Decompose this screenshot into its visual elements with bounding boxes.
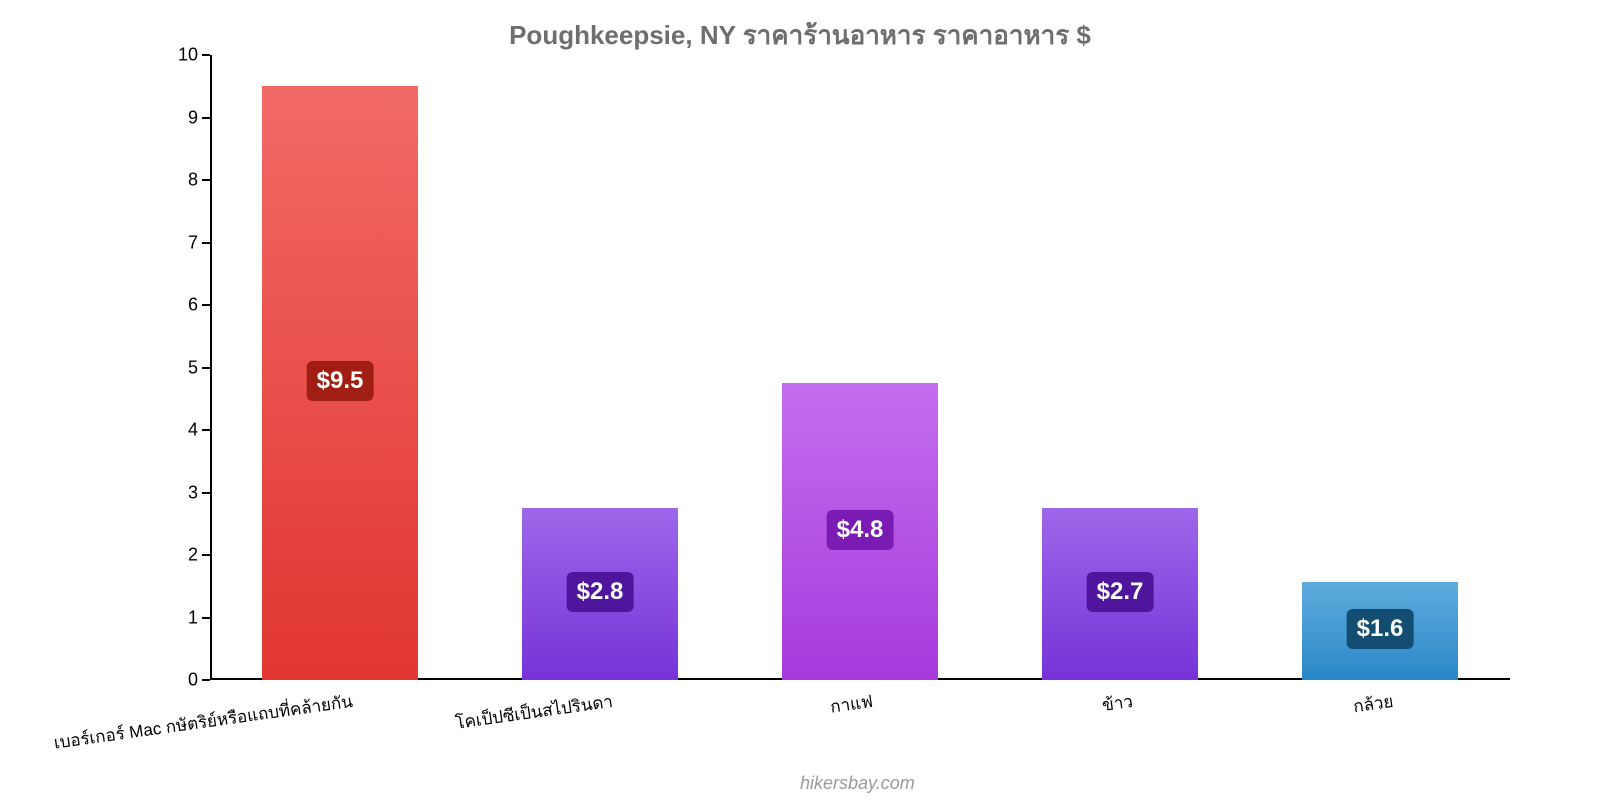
bar-value-label: $2.7 [1087,572,1154,612]
bar-value-label: $1.6 [1347,609,1414,649]
bar: $2.8 [522,508,678,680]
y-tick-label: 9 [188,107,210,128]
bar-value-label: $2.8 [567,572,634,612]
x-tick-label: เบอร์เกอร์ Mac กษัตริย์หรือแถบที่คล้ายกั… [51,680,355,757]
watermark: hikersbay.com [800,773,915,794]
y-tick-label: 2 [188,545,210,566]
y-tick-label: 10 [178,45,210,66]
y-tick-label: 4 [188,420,210,441]
bar-value-label: $4.8 [827,510,894,550]
y-tick-label: 3 [188,482,210,503]
y-tick-label: 8 [188,170,210,191]
x-tick-label: กาแฟ [828,680,875,721]
y-axis [210,55,212,680]
y-tick-label: 1 [188,607,210,628]
x-tick-label: ข้าว [1100,680,1135,719]
bar: $9.5 [262,86,418,680]
x-tick-label: กล้วย [1350,680,1395,720]
chart-title: Poughkeepsie, NY ราคาร้านอาหาร ราคาอาหาร… [0,15,1600,56]
y-tick-label: 7 [188,232,210,253]
bar: $4.8 [782,383,938,680]
bar-chart: Poughkeepsie, NY ราคาร้านอาหาร ราคาอาหาร… [0,0,1600,800]
y-tick-label: 5 [188,357,210,378]
x-tick-label: โคเป็ปซีเป็นสไปรินดา [453,680,615,737]
bar: $1.6 [1302,582,1458,680]
bar: $2.7 [1042,508,1198,680]
plot-area: 012345678910$9.5เบอร์เกอร์ Mac กษัตริย์ห… [210,55,1510,680]
y-tick-label: 0 [188,670,210,691]
bar-value-label: $9.5 [307,361,374,401]
y-tick-label: 6 [188,295,210,316]
